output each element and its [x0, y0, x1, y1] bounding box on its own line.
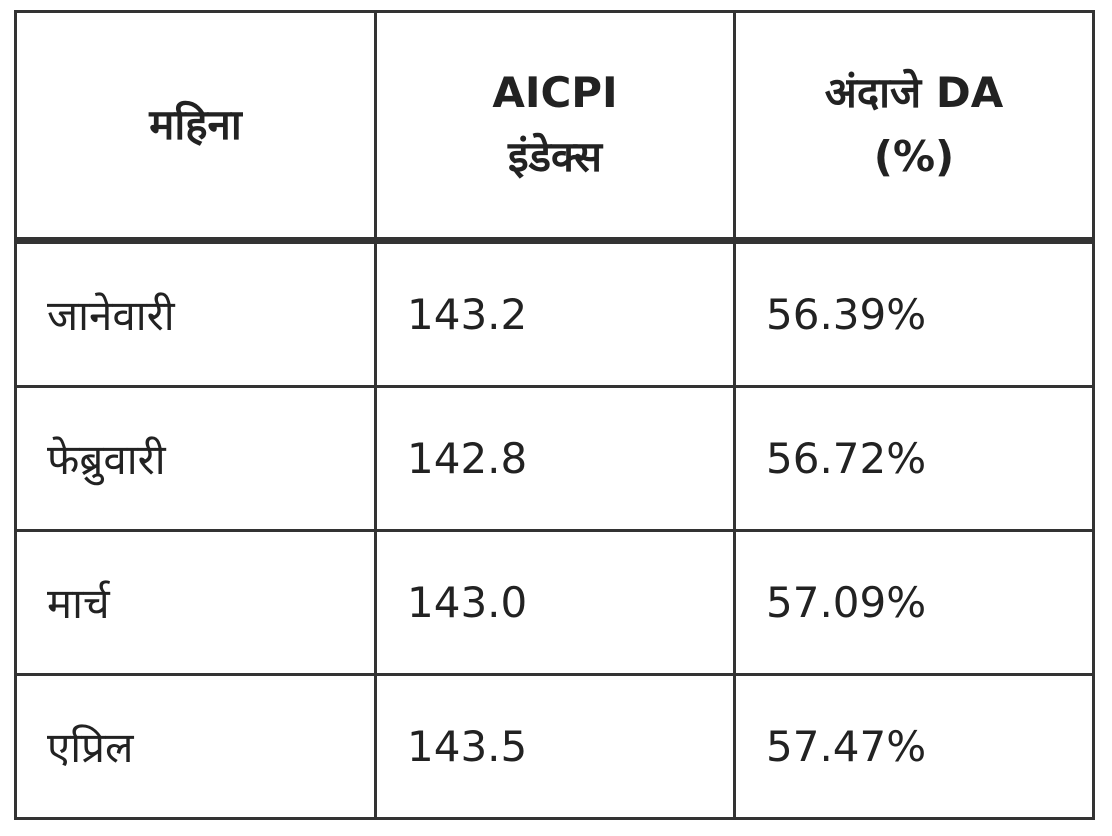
table-cell: 56.72%: [733, 385, 1095, 532]
header-row: महिना AICPI इंडेक्स अंदाजे DA (%): [14, 10, 1095, 244]
table-cell: मार्च: [14, 529, 377, 676]
header-cell: AICPI इंडेक्स: [374, 10, 736, 244]
table-row: जानेवारी 143.2 56.39%: [14, 239, 1095, 388]
table-body: जानेवारी 143.2 56.39% फेब्रुवारी 142.8 56.72%…: [14, 239, 1095, 820]
table-row: फेब्रुवारी 142.8 56.72%: [14, 385, 1095, 532]
table-row: एप्रिल 143.5 57.47%: [14, 673, 1095, 820]
header-cell: अंदाजे DA (%): [733, 10, 1095, 244]
table-cell: 57.47%: [733, 673, 1095, 820]
table-cell: एप्रिल: [14, 673, 377, 820]
table-cell: जानेवारी: [14, 239, 377, 388]
table-cell: 143.2: [374, 239, 736, 388]
table-cell: 142.8: [374, 385, 736, 532]
table-cell: 57.09%: [733, 529, 1095, 676]
table-cell: 56.39%: [733, 239, 1095, 388]
table-cell: फेब्रुवारी: [14, 385, 377, 532]
table-cell: 143.5: [374, 673, 736, 820]
da-table: महिना AICPI इंडेक्स अंदाजे DA (%) जानेवा…: [14, 10, 1095, 820]
table-cell: 143.0: [374, 529, 736, 676]
table-row: मार्च 143.0 57.09%: [14, 529, 1095, 676]
header-cell: महिना: [14, 10, 377, 244]
